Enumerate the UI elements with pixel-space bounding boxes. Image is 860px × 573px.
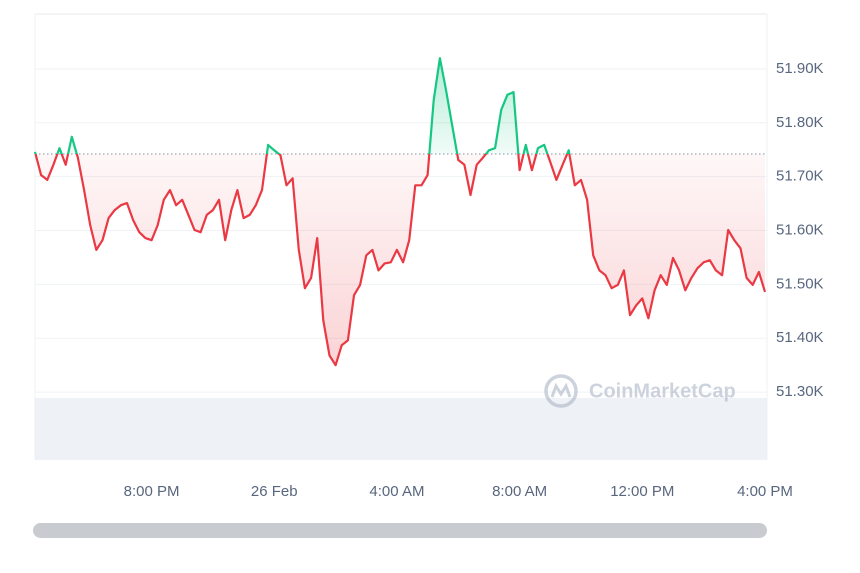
x-tick-label: 4:00 PM xyxy=(737,483,793,500)
y-tick-label: 51.60K xyxy=(776,222,824,239)
y-tick-label: 51.80K xyxy=(776,114,824,131)
x-tick-label: 12:00 PM xyxy=(610,483,674,500)
volume-band xyxy=(35,398,767,460)
watermark-logo xyxy=(544,374,578,408)
y-tick-label: 51.40K xyxy=(776,329,824,346)
x-tick-label: 26 Feb xyxy=(251,483,298,500)
price-area xyxy=(35,58,765,366)
price-line xyxy=(33,57,767,367)
plot xyxy=(33,57,767,367)
y-tick-label: 51.50K xyxy=(776,275,824,292)
watermark-text: CoinMarketCap xyxy=(589,380,736,402)
y-tick-label: 51.90K xyxy=(776,60,824,77)
x-tick-label: 4:00 AM xyxy=(369,483,424,500)
watermark-logo-m xyxy=(550,382,572,398)
y-tick-label: 51.30K xyxy=(776,383,824,400)
y-tick-label: 51.70K xyxy=(776,168,824,185)
x-tick-label: 8:00 PM xyxy=(124,483,180,500)
x-tick-label: 8:00 AM xyxy=(492,483,547,500)
watermark: CoinMarketCap xyxy=(544,374,736,408)
scrollbar[interactable] xyxy=(33,523,767,538)
